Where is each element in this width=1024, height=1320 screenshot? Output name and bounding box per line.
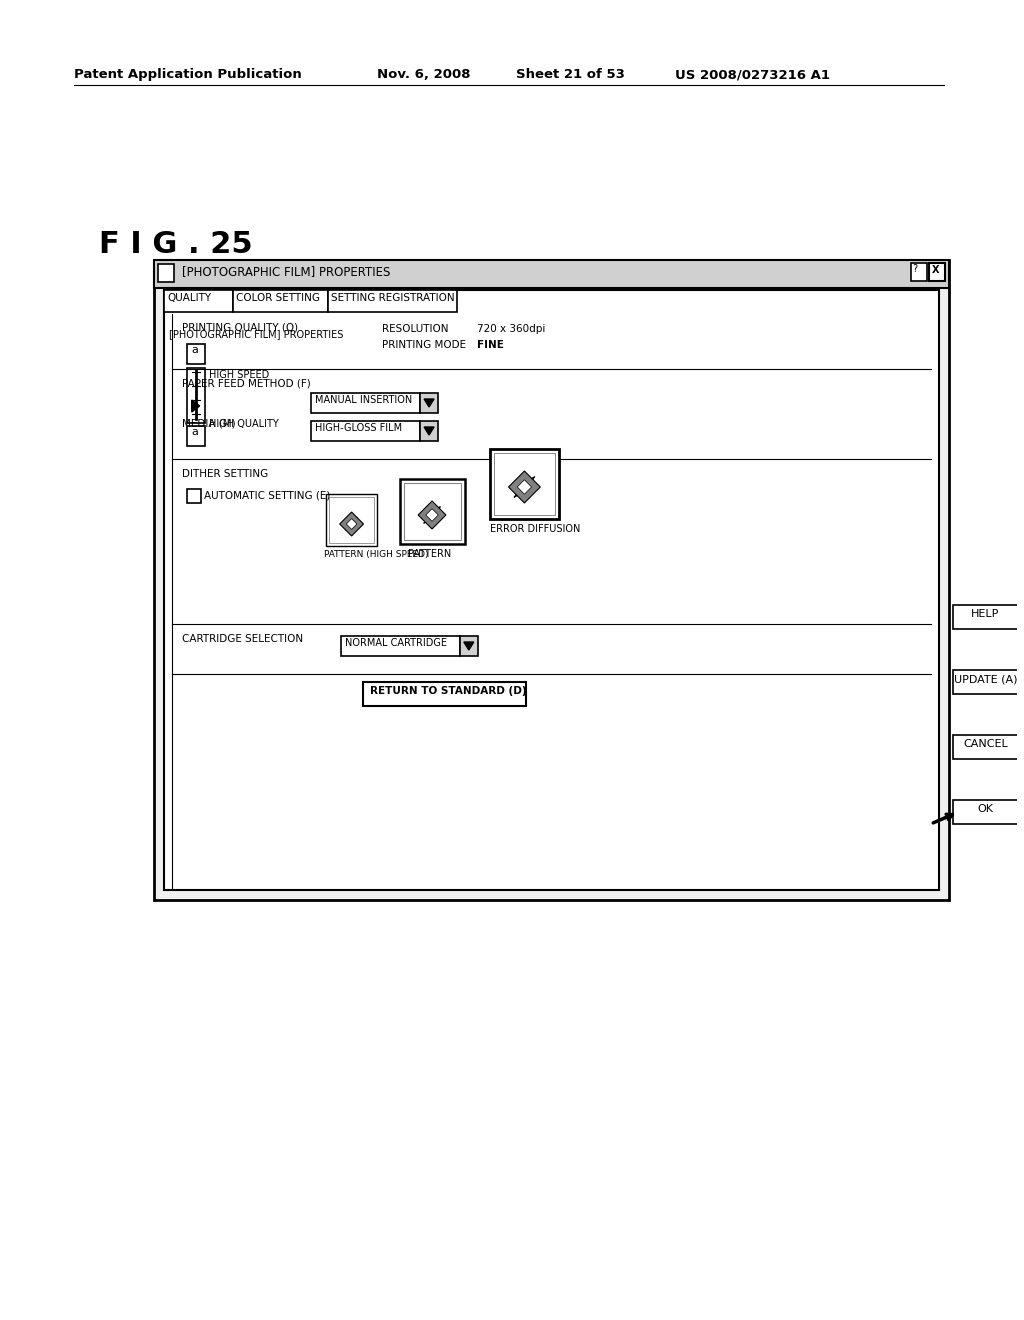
- Bar: [953, 735, 1018, 759]
- Text: [PHOTOGRAPHIC FILM] PROPERTIES: [PHOTOGRAPHIC FILM] PROPERTIES: [169, 329, 343, 339]
- Bar: [164, 290, 939, 890]
- Polygon shape: [517, 479, 531, 494]
- Text: PATTERN (HIGH SPEED): PATTERN (HIGH SPEED): [324, 550, 428, 558]
- Text: PRINTING QUALITY (Q): PRINTING QUALITY (Q): [181, 322, 298, 333]
- Text: Nov. 6, 2008: Nov. 6, 2008: [378, 69, 471, 81]
- Bar: [953, 671, 1018, 694]
- Text: MEDIA (M): MEDIA (M): [181, 418, 236, 429]
- Bar: [910, 263, 927, 281]
- Bar: [164, 290, 233, 312]
- Text: ERROR DIFFUSION: ERROR DIFFUSION: [489, 524, 580, 535]
- Text: [PHOTOGRAPHIC FILM] PROPERTIES: [PHOTOGRAPHIC FILM] PROPERTIES: [181, 265, 390, 279]
- Bar: [341, 636, 460, 656]
- Text: RESOLUTION: RESOLUTION: [382, 323, 449, 334]
- Polygon shape: [424, 426, 434, 436]
- Bar: [158, 264, 174, 282]
- Text: ?: ?: [912, 264, 918, 275]
- Polygon shape: [418, 502, 446, 529]
- Text: a: a: [191, 345, 199, 355]
- Bar: [953, 800, 1018, 824]
- Text: OK: OK: [977, 804, 993, 814]
- Text: X: X: [932, 265, 939, 275]
- Text: HIGH SPEED: HIGH SPEED: [209, 370, 269, 380]
- Text: COLOR SETTING: COLOR SETTING: [237, 293, 321, 304]
- Text: PRINTING MODE: PRINTING MODE: [382, 341, 467, 350]
- Bar: [460, 636, 478, 656]
- Bar: [186, 488, 201, 503]
- Text: PATTERN: PATTERN: [409, 549, 452, 558]
- Bar: [420, 393, 438, 413]
- Text: Sheet 21 of 53: Sheet 21 of 53: [516, 69, 626, 81]
- Text: CARTRIDGE SELECTION: CARTRIDGE SELECTION: [181, 634, 303, 644]
- Bar: [186, 368, 205, 422]
- Bar: [233, 290, 328, 312]
- Bar: [328, 290, 457, 312]
- Text: NORMAL CARTRIDGE: NORMAL CARTRIDGE: [345, 638, 446, 648]
- Bar: [489, 449, 559, 519]
- Bar: [186, 345, 205, 364]
- Text: HIGH QUALITY: HIGH QUALITY: [209, 418, 279, 429]
- Bar: [326, 494, 378, 546]
- Text: HELP: HELP: [971, 609, 999, 619]
- Bar: [400, 479, 465, 544]
- Bar: [311, 393, 420, 413]
- Bar: [186, 426, 205, 446]
- Text: F I G . 25: F I G . 25: [99, 230, 253, 259]
- Text: HIGH-GLOSS FILM: HIGH-GLOSS FILM: [314, 422, 402, 433]
- Text: 720 x 360dpi: 720 x 360dpi: [477, 323, 545, 334]
- Text: AUTOMATIC SETTING (E): AUTOMATIC SETTING (E): [204, 490, 330, 500]
- Polygon shape: [426, 508, 438, 521]
- Text: SETTING REGISTRATION: SETTING REGISTRATION: [331, 293, 455, 304]
- Text: CANCEL: CANCEL: [963, 739, 1008, 748]
- Polygon shape: [191, 400, 200, 412]
- Text: FINE: FINE: [477, 341, 504, 350]
- Text: DITHER SETTING: DITHER SETTING: [181, 469, 268, 479]
- Polygon shape: [464, 642, 474, 649]
- Bar: [953, 605, 1018, 630]
- Polygon shape: [509, 471, 541, 503]
- Bar: [329, 498, 375, 543]
- Polygon shape: [340, 512, 364, 536]
- Text: RETURN TO STANDARD (D): RETURN TO STANDARD (D): [371, 686, 527, 696]
- Polygon shape: [424, 399, 434, 407]
- Bar: [929, 263, 944, 281]
- Text: a: a: [191, 426, 199, 437]
- Text: PAPER FEED METHOD (F): PAPER FEED METHOD (F): [181, 379, 310, 389]
- Bar: [154, 260, 948, 288]
- Bar: [311, 421, 420, 441]
- Bar: [154, 260, 948, 900]
- Text: QUALITY: QUALITY: [168, 293, 212, 304]
- Bar: [362, 682, 526, 706]
- Polygon shape: [346, 519, 357, 529]
- Text: Patent Application Publication: Patent Application Publication: [75, 69, 302, 81]
- Text: UPDATE (A): UPDATE (A): [953, 675, 1017, 684]
- Bar: [420, 421, 438, 441]
- Bar: [404, 483, 461, 540]
- Text: MANUAL INSERTION: MANUAL INSERTION: [314, 395, 412, 405]
- Bar: [494, 453, 555, 515]
- Text: US 2008/0273216 A1: US 2008/0273216 A1: [676, 69, 830, 81]
